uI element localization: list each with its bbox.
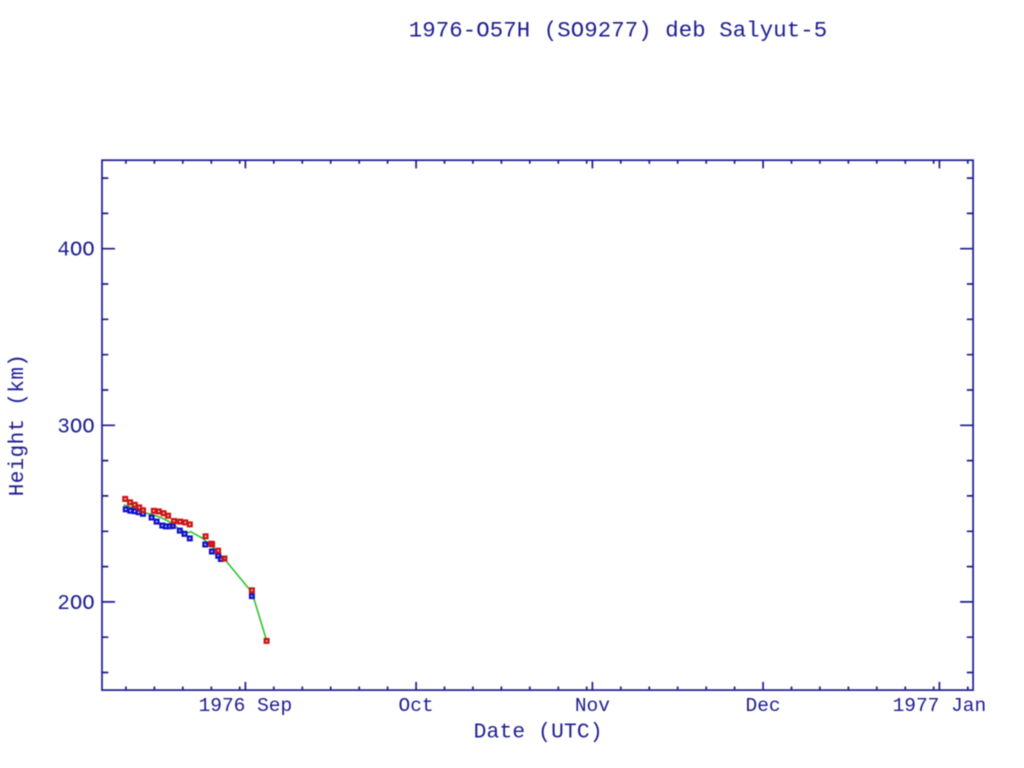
- svg-text:1976 Sep: 1976 Sep: [199, 695, 293, 717]
- svg-text:3OO: 3OO: [57, 416, 94, 439]
- svg-text:Dec: Dec: [746, 695, 781, 717]
- svg-text:4OO: 4OO: [57, 240, 94, 263]
- svg-text:Nov: Nov: [575, 695, 610, 717]
- svg-text:2OO: 2OO: [57, 593, 94, 616]
- svg-text:1976-O57H (SO9277) deb Salyut-: 1976-O57H (SO9277) deb Salyut-5: [409, 18, 828, 44]
- svg-text:Date (UTC): Date (UTC): [474, 721, 603, 745]
- svg-text:1977 Jan: 1977 Jan: [893, 695, 987, 717]
- svg-text:Height (km): Height (km): [7, 354, 30, 496]
- svg-text:Oct: Oct: [399, 695, 434, 717]
